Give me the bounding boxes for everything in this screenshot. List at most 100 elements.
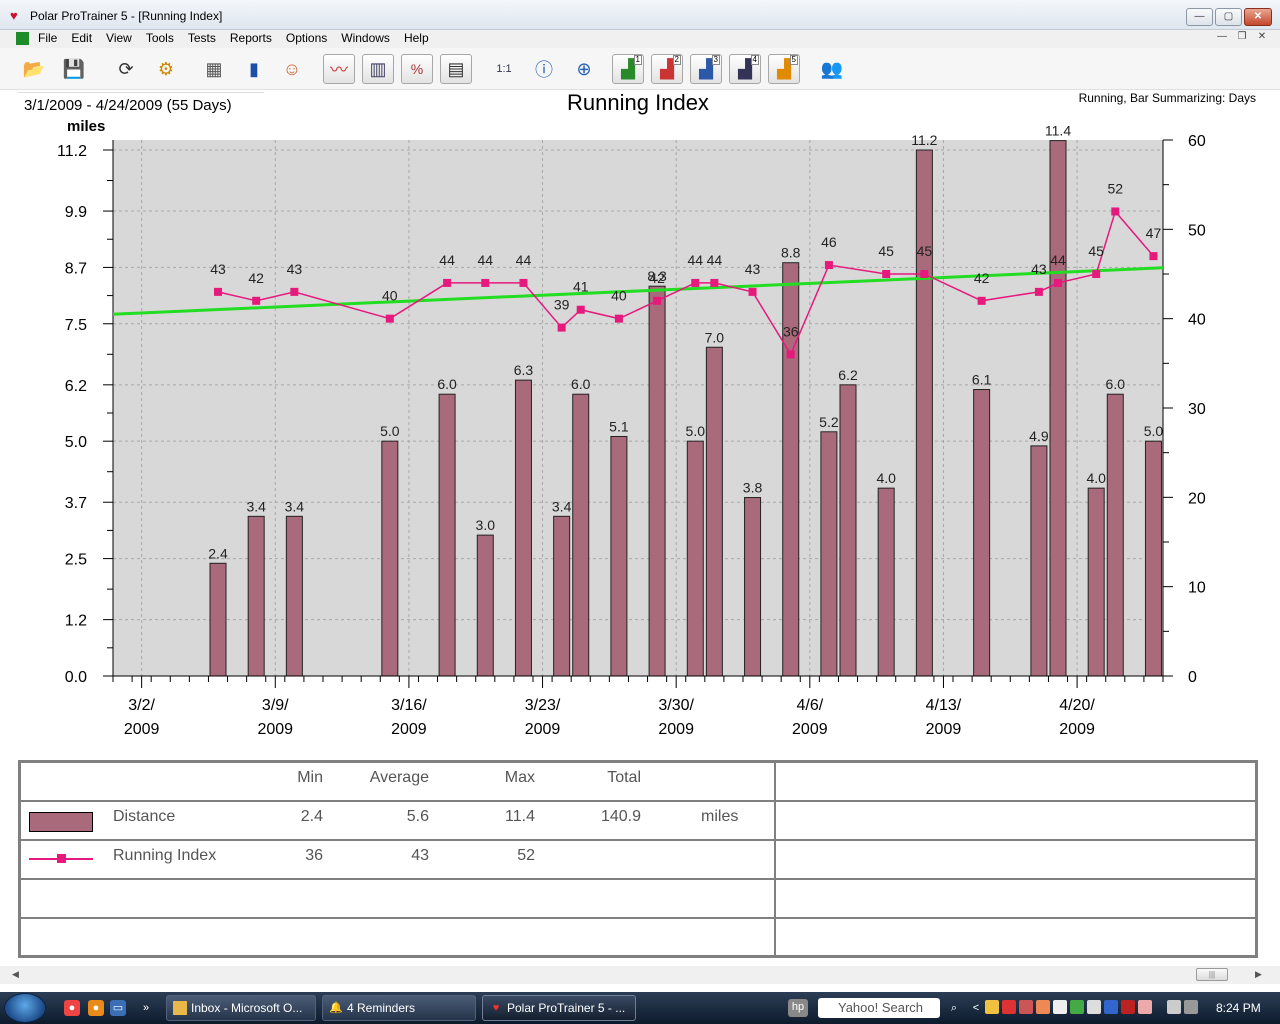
- y2-tick-label: 50: [1188, 222, 1206, 239]
- y-tick-label: 3.7: [65, 495, 87, 512]
- zoom-1to1-icon[interactable]: 1:1: [488, 54, 520, 84]
- line-graph-icon[interactable]: 〰: [323, 54, 355, 84]
- task-inbox[interactable]: Inbox - Microsoft O...: [166, 995, 316, 1021]
- calendar-icon[interactable]: ▦: [205, 58, 223, 79]
- open-folder-icon[interactable]: 📂: [22, 58, 46, 79]
- minimize-button[interactable]: —: [1186, 8, 1213, 26]
- yahoo-search-input[interactable]: Yahoo! Search: [818, 998, 940, 1018]
- green-tray-icon[interactable]: [1070, 1000, 1084, 1014]
- y-axis-label: miles: [67, 118, 105, 135]
- running-index-data-label: 43: [745, 261, 761, 277]
- show-desktop-icon[interactable]: ▭: [110, 1000, 126, 1016]
- info-graph-icon[interactable]: ⓘ: [535, 60, 553, 80]
- notes-tray-icon[interactable]: [1053, 1000, 1067, 1014]
- horizontal-scrollbar[interactable]: ◀ ||| ▶: [0, 966, 1280, 984]
- distance-data-label: 4.9: [1029, 428, 1049, 444]
- running-index-data-label: 52: [1107, 180, 1123, 196]
- zoom-label: 1:1: [496, 63, 512, 75]
- task-reminders[interactable]: 🔔 4 Reminders: [322, 995, 476, 1021]
- menu-windows[interactable]: Windows: [341, 31, 390, 45]
- y-tick-label: 5.0: [65, 434, 87, 451]
- distance-data-label: 8.8: [781, 245, 801, 261]
- save-disk-icon[interactable]: 💾: [62, 58, 86, 79]
- skype-tray-icon[interactable]: [1036, 1000, 1050, 1014]
- chart-3-icon[interactable]: ▟ 3: [690, 54, 722, 84]
- more-quicklaunch-icon[interactable]: »: [142, 1002, 150, 1014]
- running-index-data-label: 43: [210, 261, 226, 277]
- distance-data-label: 3.4: [246, 498, 266, 514]
- menu-view[interactable]: View: [106, 31, 132, 45]
- data-labels: 2.4 3.4 3.4 5.0 6.0 3.0 6.3 3.4 6.0 5.1 8.3 5.0 7.0 3…: [208, 123, 1163, 562]
- search-icon[interactable]: ⌕: [950, 1002, 958, 1014]
- distance-data-label: 2.4: [208, 545, 228, 561]
- compass-info-icon[interactable]: ⊕: [576, 58, 592, 79]
- users-icon[interactable]: 👥: [820, 58, 844, 79]
- menu-edit[interactable]: Edit: [71, 31, 93, 45]
- scroll-right-icon[interactable]: ▶: [1255, 969, 1262, 979]
- table-divider: [21, 878, 1255, 880]
- window-tray-icon[interactable]: [1087, 1000, 1101, 1014]
- chart-5-icon[interactable]: ▟ 5: [768, 54, 800, 84]
- window-titlebar: ♥ Polar ProTrainer 5 - [Running Index] —…: [0, 0, 1280, 30]
- document-icon[interactable]: [16, 32, 29, 45]
- lips-tray-icon[interactable]: [1138, 1000, 1152, 1014]
- sync-tray-icon[interactable]: [1104, 1000, 1118, 1014]
- x-tick-label-year: 2009: [1059, 721, 1095, 738]
- mail-tray-icon[interactable]: [985, 1000, 999, 1014]
- menu-help[interactable]: Help: [403, 31, 429, 45]
- running-index-marker: [882, 270, 891, 278]
- chart-1-icon[interactable]: ▟ 1: [612, 54, 644, 84]
- diary-book-icon[interactable]: ▮: [249, 58, 259, 79]
- percentage-graph-icon[interactable]: %: [401, 54, 433, 84]
- distance-bar: [381, 440, 399, 677]
- user-chat-icon[interactable]: ☺: [282, 58, 302, 79]
- toolbar: 📂 💾 ⟳ ⚙ ▦ ▮ ☺ 〰 ▥ % ▤ 1:1 ⓘ ⊕ ▟ 1 ▟ 2 ▟ 3 ▟…: [0, 48, 1280, 90]
- task-polar[interactable]: ♥ Polar ProTrainer 5 - ...: [482, 995, 636, 1021]
- sync-icon[interactable]: ⟳: [118, 58, 134, 79]
- mdi-close-button[interactable]: ✕: [1257, 31, 1267, 42]
- table-divider: [21, 917, 1255, 919]
- antivirus-tray-icon[interactable]: [1002, 1000, 1016, 1014]
- close-button[interactable]: ✕: [1244, 8, 1272, 26]
- start-button[interactable]: [4, 993, 46, 1023]
- trend-line: [112, 266, 1164, 316]
- maximize-button[interactable]: ▢: [1215, 8, 1242, 26]
- x-tick-label: 3/16/: [391, 697, 427, 714]
- distance-bar: [877, 487, 895, 677]
- x-tick-label: 3/23/: [525, 697, 561, 714]
- table-divider: [21, 800, 1255, 802]
- distance-bar: [553, 515, 571, 677]
- volume-icon[interactable]: [1184, 1000, 1198, 1014]
- running-index-marker: [920, 270, 929, 278]
- table-graph-icon[interactable]: ▤: [440, 54, 472, 84]
- menu-tools[interactable]: Tools: [145, 31, 174, 45]
- settings-gear-icon[interactable]: ⚙: [157, 58, 175, 79]
- running-index-marker: [710, 278, 719, 287]
- gmail-tray-icon[interactable]: [1121, 1000, 1135, 1014]
- tray-expand-icon[interactable]: <: [972, 1002, 980, 1014]
- chart-4-icon[interactable]: ▟ 4: [729, 54, 761, 84]
- running-index-data-label: 40: [611, 288, 627, 304]
- running-index-data-label: 46: [821, 234, 837, 250]
- firefox-icon[interactable]: ●: [88, 1000, 104, 1016]
- chart-2-icon[interactable]: ▟ 2: [651, 54, 683, 84]
- chart-area: 3/1/2009 - 4/24/2009 (55 Days) Running I…: [0, 90, 1280, 750]
- distance-min: 2.4: [300, 808, 323, 825]
- mdi-minimize-button[interactable]: —: [1217, 31, 1227, 42]
- network-tray-icon[interactable]: [1019, 1000, 1033, 1014]
- menu-reports[interactable]: Reports: [229, 31, 272, 45]
- distance-data-label: 5.2: [819, 414, 839, 430]
- scroll-thumb[interactable]: |||: [1196, 968, 1228, 981]
- chrome-icon[interactable]: ●: [64, 1000, 80, 1016]
- y-tick-label: 9.9: [65, 204, 87, 221]
- menu-tests[interactable]: Tests: [187, 31, 216, 45]
- mdi-restore-button[interactable]: ❐: [1237, 31, 1247, 42]
- running-index-data-label: 45: [917, 243, 933, 259]
- menu-file[interactable]: File: [38, 31, 58, 45]
- menu-bar: File Edit View Tools Tests Reports Optio…: [0, 30, 1280, 48]
- menu-options[interactable]: Options: [285, 31, 328, 45]
- scroll-left-icon[interactable]: ◀: [12, 969, 19, 979]
- hp-logo-icon[interactable]: hp: [788, 999, 808, 1017]
- bar-graph-icon[interactable]: ▥: [362, 54, 394, 84]
- network-status-icon[interactable]: [1167, 1000, 1181, 1014]
